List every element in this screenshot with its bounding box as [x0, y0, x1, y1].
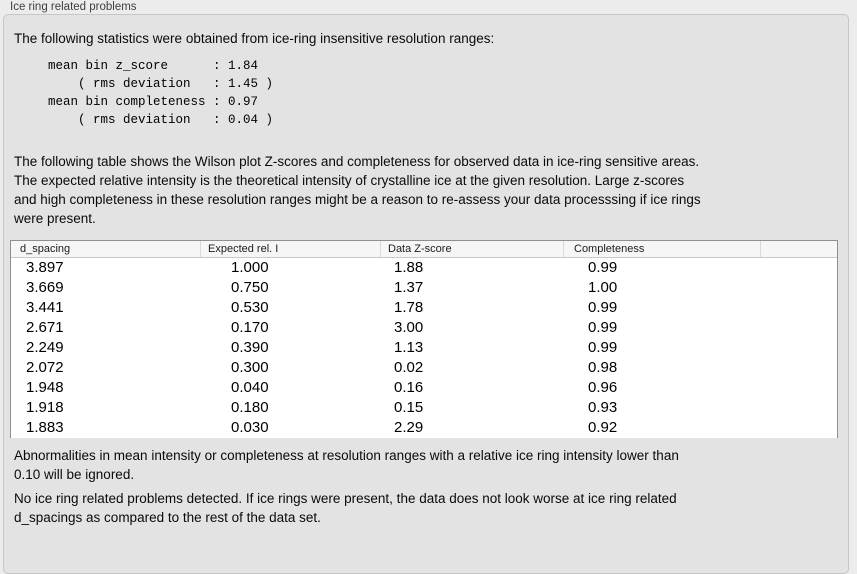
description-paragraph: The following table shows the Wilson plo… [14, 152, 701, 228]
cell-completeness: 0.96 [588, 379, 618, 396]
table-row[interactable]: 2.671 0.170 3.00 0.99 [11, 318, 837, 338]
description-line: were present. [14, 211, 96, 226]
description-line: The following table shows the Wilson plo… [14, 154, 700, 169]
description-line: The expected relative intensity is the t… [14, 173, 685, 188]
cell-empty [761, 258, 837, 278]
cell-expected-rel-i: 0.750 [231, 279, 269, 296]
cell-d-spacing: 2.072 [26, 359, 64, 376]
cell-data-z-score: 1.37 [394, 279, 424, 296]
cell-data-z-score: 0.02 [394, 359, 424, 376]
cell-data-z-score: 1.78 [394, 299, 424, 316]
conclusion-line: No ice ring related problems detected. I… [14, 491, 677, 506]
groupbox-title: Ice ring related problems [10, 1, 137, 13]
cell-completeness: 0.99 [588, 299, 618, 316]
cell-expected-rel-i: 0.040 [231, 379, 269, 396]
cell-d-spacing: 1.883 [26, 419, 64, 436]
cell-completeness: 0.98 [588, 359, 618, 376]
cell-completeness: 0.99 [588, 319, 618, 336]
note-line: Abnormalities in mean intensity or compl… [14, 448, 679, 463]
cell-empty [761, 378, 837, 398]
table-row[interactable]: 3.897 1.000 1.88 0.99 [11, 258, 837, 278]
statistics-block: mean bin z_score : 1.84 ( rms deviation … [48, 57, 273, 129]
stat-line: ( rms deviation : 0.04 ) [48, 113, 274, 127]
cell-completeness: 1.00 [588, 279, 618, 296]
cell-expected-rel-i: 0.180 [231, 399, 269, 416]
intro-text: The following statistics were obtained f… [14, 31, 495, 46]
cell-d-spacing: 1.948 [26, 379, 64, 396]
cell-completeness: 0.92 [588, 419, 618, 436]
cell-expected-rel-i: 1.000 [231, 259, 269, 276]
cell-completeness: 0.93 [588, 399, 618, 416]
table-row[interactable]: 2.072 0.300 0.02 0.98 [11, 358, 837, 378]
cell-data-z-score: 1.13 [394, 339, 424, 356]
cell-d-spacing: 2.249 [26, 339, 64, 356]
cell-empty [761, 278, 837, 298]
table-row[interactable]: 1.948 0.040 0.16 0.96 [11, 378, 837, 398]
cell-empty [761, 418, 837, 438]
note-line: 0.10 will be ignored. [14, 467, 135, 482]
cell-data-z-score: 0.16 [394, 379, 424, 396]
conclusion-line: d_spacings as compared to the rest of th… [14, 510, 321, 525]
cell-d-spacing: 3.669 [26, 279, 64, 296]
cell-data-z-score: 2.29 [394, 419, 424, 436]
ice-ring-panel: Ice ring related problems The following … [3, 1, 849, 574]
cell-expected-rel-i: 0.390 [231, 339, 269, 356]
column-header-empty[interactable] [761, 241, 837, 257]
cell-empty [761, 318, 837, 338]
column-header-data-z-score[interactable]: Data Z-score [381, 241, 564, 257]
stat-line: ( rms deviation : 1.45 ) [48, 77, 274, 91]
cell-expected-rel-i: 0.530 [231, 299, 269, 316]
cell-d-spacing: 3.897 [26, 259, 64, 276]
conclusion-paragraph: No ice ring related problems detected. I… [14, 489, 677, 527]
cell-empty [761, 398, 837, 418]
cell-d-spacing: 3.441 [26, 299, 64, 316]
cell-expected-rel-i: 0.030 [231, 419, 269, 436]
cell-d-spacing: 1.918 [26, 399, 64, 416]
cell-expected-rel-i: 0.300 [231, 359, 269, 376]
stat-line: mean bin completeness : 0.97 [48, 95, 259, 109]
cell-empty [761, 338, 837, 358]
stat-line: mean bin z_score : 1.84 [48, 59, 259, 73]
table-row[interactable]: 3.669 0.750 1.37 1.00 [11, 278, 837, 298]
table-row[interactable]: 3.441 0.530 1.78 0.99 [11, 298, 837, 318]
column-header-expected-rel-i[interactable]: Expected rel. I [201, 241, 381, 257]
cell-empty [761, 298, 837, 318]
cell-empty [761, 358, 837, 378]
cell-data-z-score: 1.88 [394, 259, 424, 276]
cell-completeness: 0.99 [588, 339, 618, 356]
cell-completeness: 0.99 [588, 259, 618, 276]
table-row[interactable]: 1.918 0.180 0.15 0.93 [11, 398, 837, 418]
table-row[interactable]: 1.883 0.030 2.29 0.92 [11, 418, 837, 438]
ice-ring-table[interactable]: d_spacing Expected rel. I Data Z-score C… [10, 240, 838, 438]
column-header-completeness[interactable]: Completeness [564, 241, 761, 257]
cell-data-z-score: 0.15 [394, 399, 424, 416]
cell-data-z-score: 3.00 [394, 319, 424, 336]
table-header-row: d_spacing Expected rel. I Data Z-score C… [11, 241, 837, 258]
column-header-d-spacing[interactable]: d_spacing [11, 241, 201, 257]
description-line: and high completeness in these resolutio… [14, 192, 701, 207]
cell-expected-rel-i: 0.170 [231, 319, 269, 336]
table-row[interactable]: 2.249 0.390 1.13 0.99 [11, 338, 837, 358]
intro-paragraph: The following statistics were obtained f… [14, 29, 494, 48]
note-paragraph: Abnormalities in mean intensity or compl… [14, 446, 679, 484]
cell-d-spacing: 2.671 [26, 319, 64, 336]
